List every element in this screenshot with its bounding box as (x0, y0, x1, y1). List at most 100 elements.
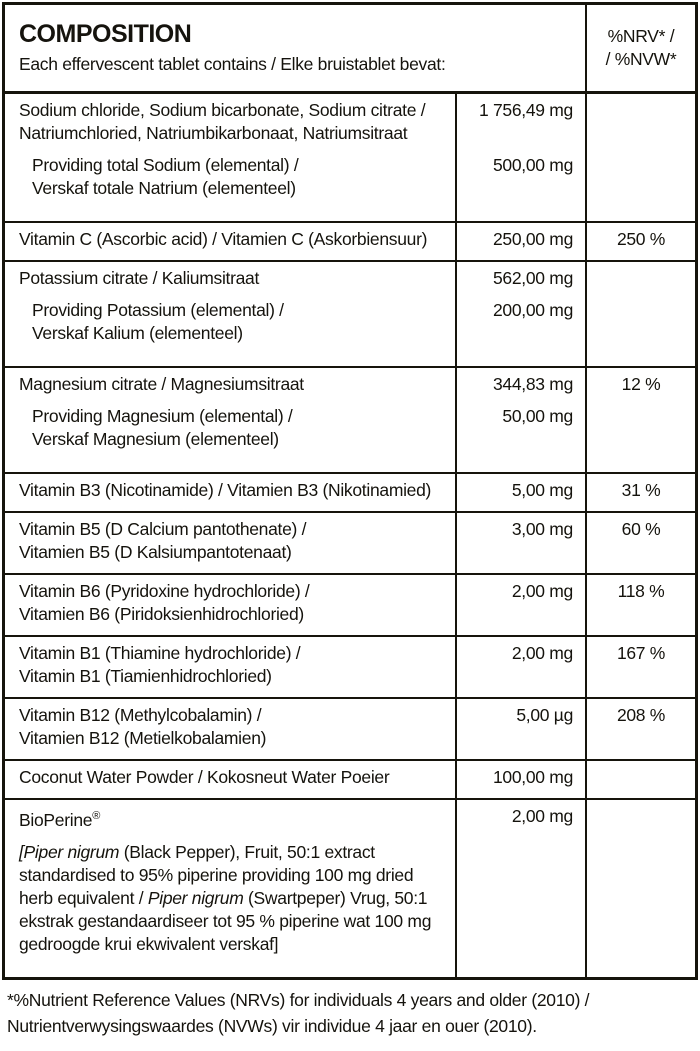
nrv-cell: 118 % (585, 575, 695, 635)
nrv-value: 31 % (621, 480, 661, 500)
amount-value (457, 860, 573, 883)
ingredient-line: Natriumchloried, Natriumbikarbonaat, Nat… (19, 123, 408, 143)
nrv-cell (585, 761, 695, 798)
nrv-value (587, 154, 695, 177)
nrv-cell: 167 % (585, 637, 695, 697)
amount-cell: 3,00 mg (455, 513, 585, 573)
table-body: Sodium chloride, Sodium bicarbonate, Sod… (5, 94, 695, 977)
table-row: Coconut Water Powder / Kokosneut Water P… (5, 759, 695, 798)
nrv-value (587, 177, 695, 200)
nrv-value (587, 766, 695, 789)
header-left: COMPOSITION Each effervescent tablet con… (5, 5, 585, 91)
nrv-value (587, 883, 695, 906)
table-row: Sodium chloride, Sodium bicarbonate, Sod… (5, 94, 695, 221)
table-row: Vitamin B6 (Pyridoxine hydrochloride) / V… (5, 573, 695, 635)
amount-cell: 5,00 µg (455, 699, 585, 759)
amount-value: 100,00 mg (493, 767, 573, 787)
ingredient-line: Coconut Water Powder / Kokosneut Water P… (19, 767, 390, 787)
ingredient-line: Potassium citrate / Kaliumsitraat (19, 268, 260, 288)
nrv-value (587, 727, 695, 750)
ingredient-line: Vitamin C (Ascorbic acid) / Vitamien C (… (19, 229, 428, 249)
footnote-line-2: Nutrientverwysingswaardes (NVWs) vir ind… (7, 1015, 537, 1036)
table-row: Magnesium citrate / Magnesiumsitraat Prov… (5, 366, 695, 472)
amount-value: 2,00 mg (511, 806, 573, 826)
amount-value (457, 122, 573, 145)
nrv-value: 250 % (616, 229, 666, 249)
ingredient-line: [Piper nigrum (Black Pepper), Fruit, 50:… (19, 841, 449, 864)
ingredient-cell: Vitamin C (Ascorbic acid) / Vitamien C (… (5, 223, 455, 260)
amount-value (457, 428, 573, 451)
nrv-cell (585, 262, 695, 366)
ingredient-text: (Black Pepper), Fruit, 50:1 extract (119, 841, 375, 862)
nrv-value: 12 % (621, 374, 661, 394)
nrv-value (587, 99, 695, 122)
nrv-value (587, 805, 695, 828)
ingredient-line: Verskaf Kalium (elementeel) (32, 323, 243, 343)
amount-cell: 2,00 mg (455, 575, 585, 635)
ingredient-line: Vitamien B5 (D Kalsiumpantotenaat) (19, 542, 292, 562)
nrv-value (587, 906, 695, 929)
amount-value (457, 541, 573, 564)
amount-value (457, 322, 573, 345)
amount-value: 344,83 mg (493, 374, 573, 394)
nrv-value: 60 % (621, 519, 661, 539)
page-title: COMPOSITION (19, 20, 192, 48)
amount-value (457, 837, 573, 860)
ingredient-line: BioPerine® (19, 805, 449, 832)
amount-cell: 562,00 mg 200,00 mg (455, 262, 585, 366)
nrv-header-line-1: %NRV* / (607, 26, 675, 46)
footnote: *%Nutrient Reference Values (NRVs) for i… (2, 980, 698, 1039)
ingredient-line: ekstrak gestandaardiseer tot 95 % piperi… (19, 910, 432, 931)
amount-value (457, 929, 573, 952)
nrv-column-header: %NRV* / / %NVW* (585, 5, 695, 91)
nrv-cell: 60 % (585, 513, 695, 573)
composition-table: COMPOSITION Each effervescent tablet con… (2, 2, 698, 980)
ingredient-cell: Vitamin B6 (Pyridoxine hydrochloride) / V… (5, 575, 455, 635)
amount-cell: 100,00 mg (455, 761, 585, 798)
ingredient-text: herb equivalent / (19, 887, 148, 908)
nrv-cell: 31 % (585, 474, 695, 511)
table-subtitle: Each effervescent tablet contains / Elke… (19, 54, 446, 74)
ingredient-line: Magnesium citrate / Magnesiumsitraat (19, 374, 304, 394)
amount-value (457, 883, 573, 906)
ingredient-line: gedroogde krui ekwivalent verskaf] (19, 933, 279, 954)
nrv-value: 118 % (617, 581, 665, 601)
nrv-value (587, 428, 695, 451)
ingredient-cell: Vitamin B3 (Nicotinamide) / Vitamien B3 … (5, 474, 455, 511)
amount-cell: 1 756,49 mg 500,00 mg (455, 94, 585, 221)
amount-value: 2,00 mg (511, 643, 573, 663)
nrv-header-line-2: / %NVW* (605, 49, 677, 69)
amount-value: 250,00 mg (493, 229, 573, 249)
amount-value: 2,00 mg (511, 581, 573, 601)
nrv-cell: 250 % (585, 223, 695, 260)
nrv-cell (585, 800, 695, 977)
ingredient-cell: Potassium citrate / Kaliumsitraat Providi… (5, 262, 455, 366)
amount-cell: 250,00 mg (455, 223, 585, 260)
amount-cell: 344,83 mg 50,00 mg (455, 368, 585, 472)
ingredient-line: Vitamien B6 (Piridoksienhidrochloried) (19, 604, 304, 624)
amount-value: 3,00 mg (511, 519, 573, 539)
nrv-value (587, 603, 695, 626)
ingredient-cell: BioPerine® [Piper nigrum (Black Pepper), … (5, 800, 455, 977)
ingredient-line: Verskaf Magnesium (elementeel) (32, 429, 279, 449)
ingredient-cell: Coconut Water Powder / Kokosneut Water P… (5, 761, 455, 798)
ingredient-line: Vitamien B12 (Metielkobalamien) (19, 728, 267, 748)
registered-mark: ® (92, 810, 100, 822)
amount-value: 50,00 mg (502, 406, 573, 426)
amount-value: 200,00 mg (493, 300, 573, 320)
ingredient-line: Vitamin B6 (Pyridoxine hydrochloride) / (19, 581, 310, 601)
amount-value (457, 603, 573, 626)
ingredient-line: standardised to 95% piperine providing 1… (19, 864, 414, 885)
table-row: Vitamin C (Ascorbic acid) / Vitamien C (… (5, 221, 695, 260)
amount-cell: 2,00 mg (455, 637, 585, 697)
nrv-value (587, 929, 695, 952)
nrv-value (587, 541, 695, 564)
ingredient-line: Providing total Sodium (elemental) / (32, 155, 299, 175)
table-row: Vitamin B12 (Methylcobalamin) / Vitamien … (5, 697, 695, 759)
latin-name-text: [Piper nigrum (19, 841, 120, 862)
amount-value: 562,00 mg (493, 268, 573, 288)
nrv-value (587, 299, 695, 322)
nrv-cell: 12 % (585, 368, 695, 472)
table-row: BioPerine® [Piper nigrum (Black Pepper), … (5, 798, 695, 977)
amount-value: 500,00 mg (493, 155, 573, 175)
